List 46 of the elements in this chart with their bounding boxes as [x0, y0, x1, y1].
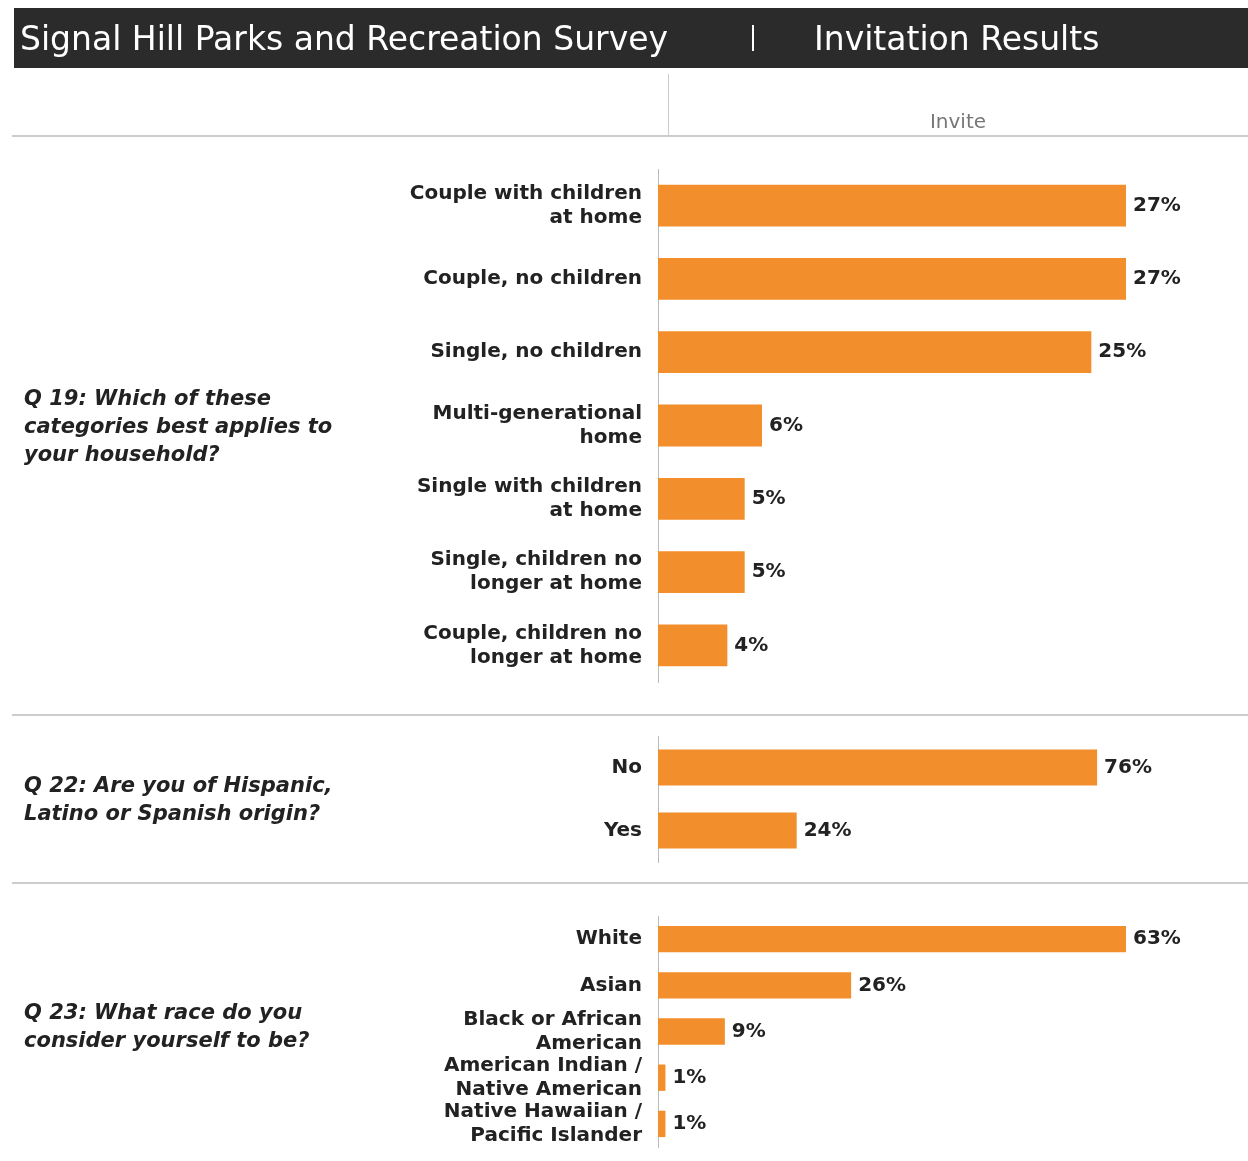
y-tick-label: Couple with children at home: [409, 179, 642, 228]
y-tick-label: Couple, no children: [423, 265, 642, 290]
y-tick-label: No: [611, 753, 642, 778]
bar: [658, 258, 1126, 300]
bar: [658, 1110, 666, 1138]
y-tick-label: White: [575, 925, 642, 950]
data-label: 63%: [1133, 925, 1181, 950]
bar: [658, 1018, 725, 1045]
data-label: 1%: [672, 1110, 707, 1135]
bar: [658, 331, 1092, 374]
y-tick-label: Single with children at home: [416, 472, 642, 521]
y-tick-label: Native Hawaiian / Pacific Islander: [443, 1098, 643, 1147]
data-label: 27%: [1133, 265, 1181, 290]
y-tick-label: Yes: [602, 816, 642, 841]
bar: [658, 404, 762, 447]
y-tick-label: American Indian / Native American: [443, 1051, 643, 1100]
y-tick-label: Asian: [580, 971, 642, 996]
bar: [658, 477, 745, 520]
y-tick-label: Couple, children no longer at home: [423, 619, 642, 668]
bar: [658, 1064, 666, 1091]
bar: [658, 184, 1126, 227]
data-label: 6%: [769, 411, 803, 436]
x-axis-title: Invite: [928, 109, 988, 133]
y-axis-title: Q 19: Which of these categories best applies to your household?: [23, 384, 334, 468]
bar: [658, 972, 852, 999]
y-axis-title: Q 22: Are you of Hispanic, Latino or Spanish origin?: [23, 772, 334, 827]
y-tick-label: Multi-generational home: [432, 399, 642, 448]
y-tick-label: Single, no children: [430, 338, 642, 363]
data-label: 1%: [672, 1063, 707, 1088]
bar: [658, 551, 745, 593]
data-label: 26%: [858, 971, 907, 996]
data-label: 9%: [731, 1017, 766, 1042]
data-label: 5%: [751, 484, 786, 509]
bar: [658, 925, 1126, 953]
data-label: 24%: [803, 816, 852, 841]
y-tick-label: Single, children no longer at home: [430, 546, 642, 595]
y-axis-title: Q 23: What race do you consider yourself to be?: [23, 998, 311, 1054]
chart-subtitle: Invitation Results: [814, 18, 1100, 58]
text: Signal Hill Parks and Recreation Survey: [20, 18, 668, 58]
data-label: 5%: [751, 558, 786, 583]
data-label: 4%: [734, 631, 769, 656]
bar: [658, 624, 728, 667]
data-label: 76%: [1104, 753, 1152, 778]
y-tick-label: Black or African American: [463, 1005, 642, 1054]
data-label: 27%: [1133, 191, 1181, 216]
data-label: 25%: [1098, 338, 1147, 363]
